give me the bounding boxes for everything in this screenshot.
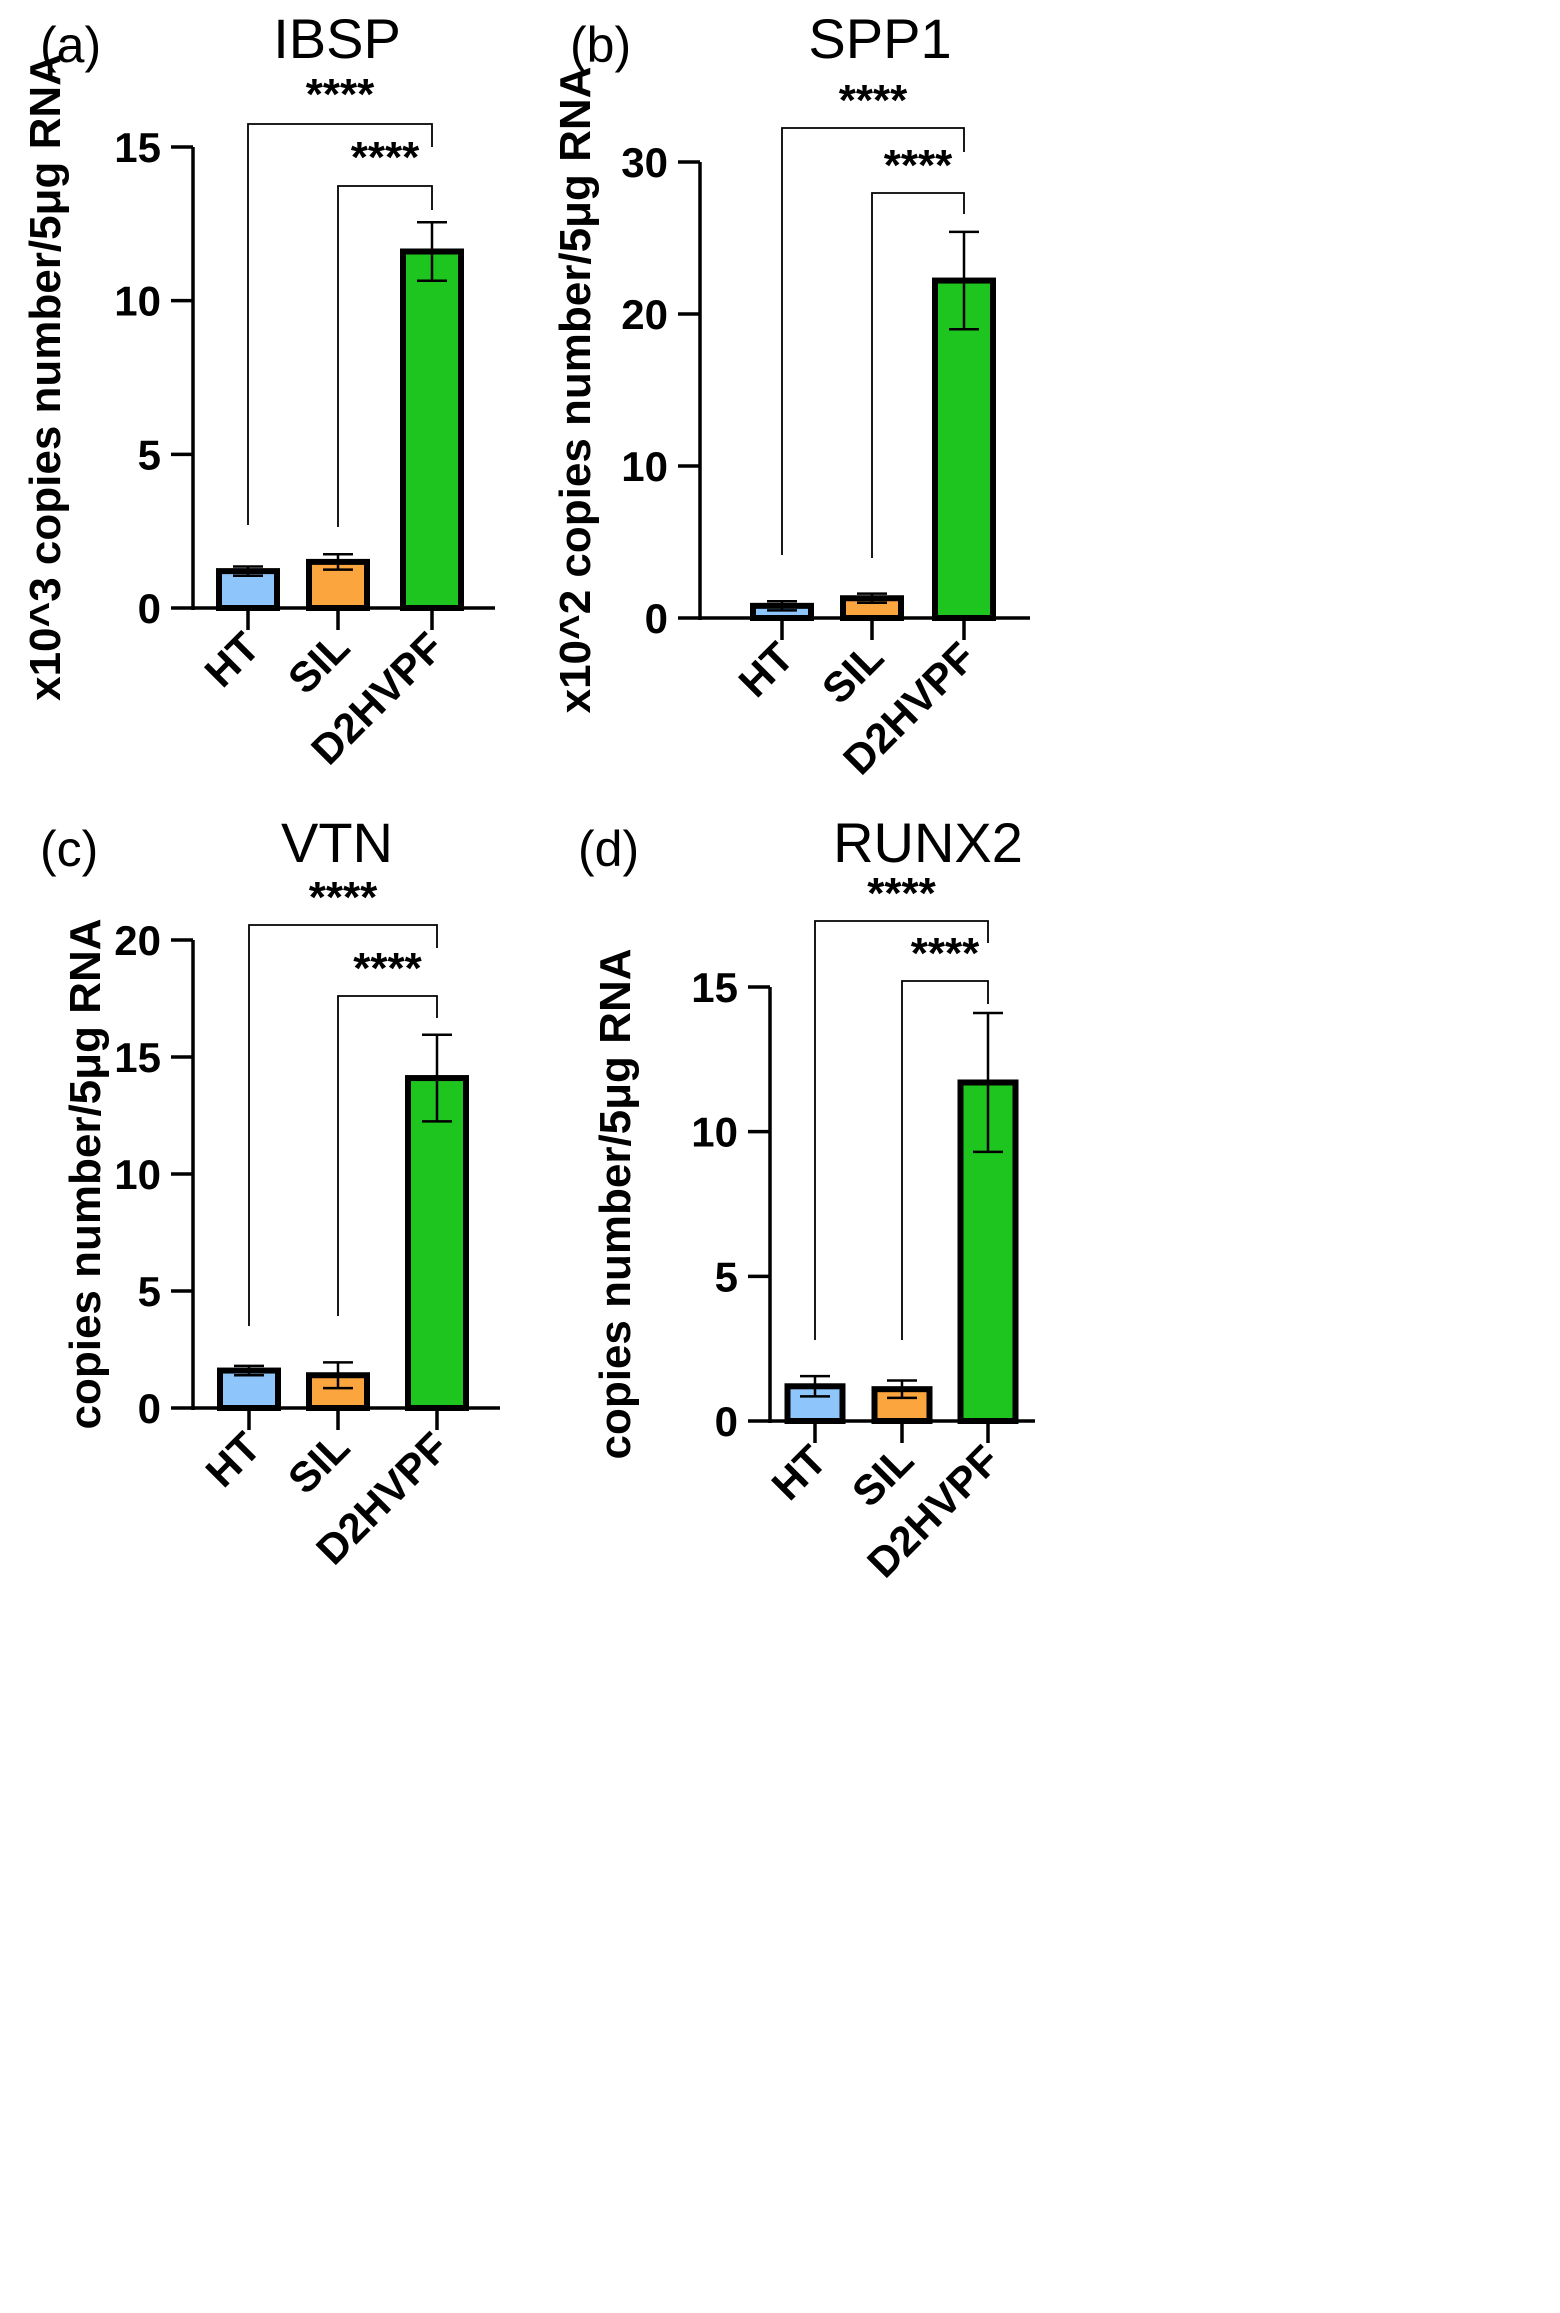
x-tick-label-sil: SIL <box>813 633 892 712</box>
y-tick-label: 20 <box>621 291 668 338</box>
chart-panel-2: (b) SPP1 x10^2 copies number/5μg RNA 0 10 20 3… <box>551 7 1030 784</box>
significance-bracket <box>248 924 438 1326</box>
significance-label: **** <box>306 70 375 119</box>
significance-label: **** <box>353 944 422 993</box>
panel-label: (b) <box>570 17 631 73</box>
significance-bracket <box>247 123 433 525</box>
y-tick-label: 0 <box>715 1398 738 1445</box>
y-tick-label: 5 <box>715 1253 738 1300</box>
chart-title: IBSP <box>273 7 401 70</box>
bar-d2hvpf <box>932 277 996 621</box>
x-tick-label-ht: HT <box>197 1423 270 1496</box>
y-axis-label: x10^2 copies number/5μg RNA <box>551 67 600 714</box>
significance-bracket <box>337 185 433 527</box>
chart-title: RUNX2 <box>833 811 1023 874</box>
x-tick-label-sil: SIL <box>279 623 358 702</box>
y-tick-label: 15 <box>114 1034 161 1081</box>
y-tick-label: 15 <box>114 124 161 171</box>
significance-label: **** <box>867 869 936 918</box>
y-tick-label: 5 <box>138 1268 161 1315</box>
panel-label: (c) <box>40 821 98 877</box>
y-tick-label: 10 <box>114 278 161 325</box>
chart-panel-3: (c) VTN copies number/5μg RNA 0 5 10 15 20 HT SIL… <box>40 811 500 1574</box>
x-tick-label-ht: HT <box>730 633 803 706</box>
y-tick-label: 10 <box>114 1151 161 1198</box>
panel-label: (d) <box>578 821 639 877</box>
y-tick-label: 0 <box>138 585 161 632</box>
significance-bracket <box>781 127 965 555</box>
chart-title: VTN <box>281 811 393 874</box>
bar-d2hvpf <box>400 248 464 611</box>
y-tick-label: 20 <box>114 917 161 964</box>
x-tick-label-sil: SIL <box>279 1423 358 1502</box>
y-tick-label: 10 <box>691 1109 738 1156</box>
y-axis-label: x10^3 copies number/5μg RNA <box>21 54 70 701</box>
chart-title: SPP1 <box>808 7 951 70</box>
significance-label: **** <box>911 929 980 978</box>
panel-label: (a) <box>40 17 101 73</box>
y-tick-label: 0 <box>138 1385 161 1432</box>
significance-label: **** <box>839 76 908 125</box>
significance-label: **** <box>309 873 378 922</box>
x-tick-label-ht: HT <box>196 623 269 696</box>
y-tick-label: 30 <box>621 139 668 186</box>
significance-bracket <box>814 920 989 1340</box>
bar-d2hvpf <box>405 1075 469 1412</box>
significance-bracket <box>901 980 989 1340</box>
y-tick-label: 5 <box>138 431 161 478</box>
y-tick-label: 0 <box>645 595 668 642</box>
chart-panel-1: (a) IBSP x10^3 copies number/5μg RNA 0 5 10 15… <box>21 7 495 774</box>
significance-bracket <box>337 995 438 1316</box>
y-tick-label: 15 <box>691 964 738 1011</box>
y-tick-label: 10 <box>621 443 668 490</box>
x-tick-label-ht: HT <box>763 1436 836 1509</box>
y-axis-label: copies number/5μg RNA <box>591 948 640 1459</box>
y-axis-label: copies number/5μg RNA <box>61 918 110 1429</box>
significance-bracket <box>871 192 965 558</box>
significance-label: **** <box>351 133 420 182</box>
significance-label: **** <box>884 141 953 190</box>
